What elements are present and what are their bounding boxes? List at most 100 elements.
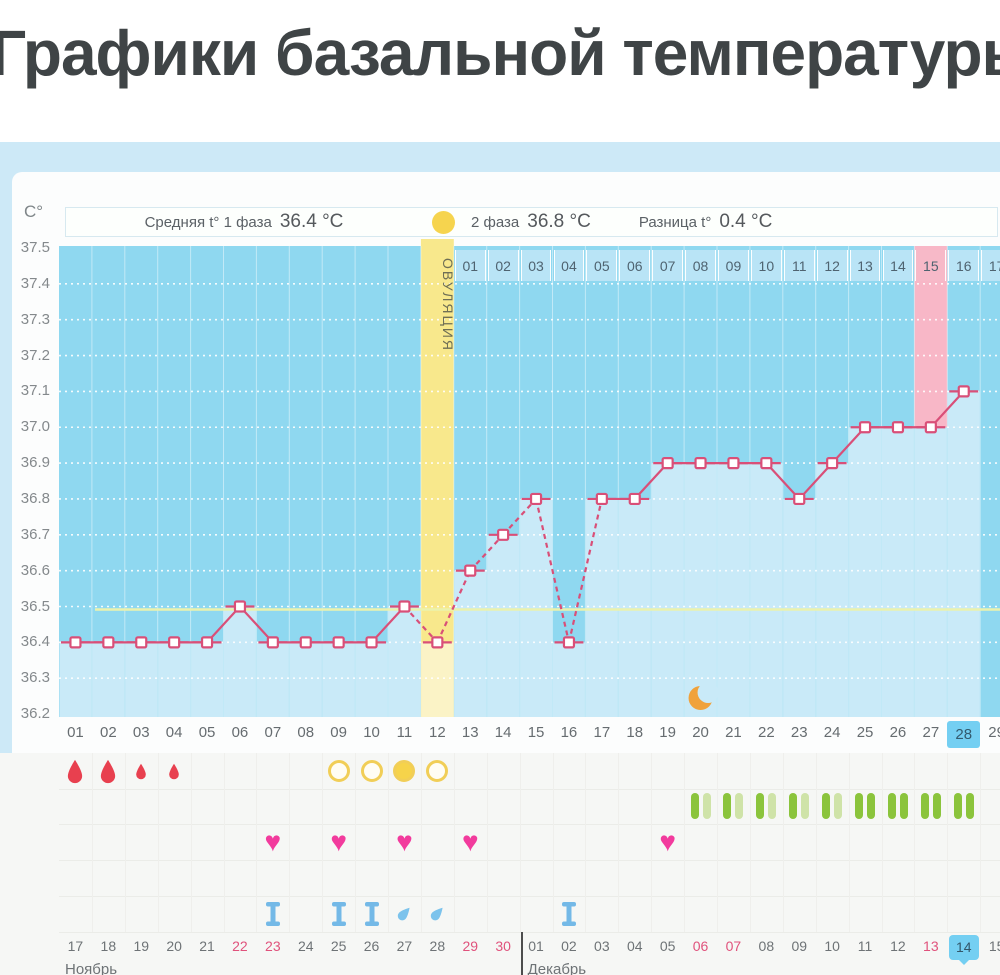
cycle-day-cell[interactable]: 10	[363, 724, 380, 741]
temp-point[interactable]	[69, 636, 82, 649]
date-cell[interactable]: 22	[232, 938, 248, 954]
cycle-day-cell[interactable]: 17	[593, 724, 611, 741]
cycle-day-cell[interactable]: 15	[527, 724, 545, 741]
date-cell[interactable]: 28	[429, 938, 446, 954]
cycle-day-cell[interactable]: 05	[198, 724, 216, 741]
cycle-day-cell[interactable]: 21	[725, 724, 742, 741]
date-cell[interactable]: 14	[948, 935, 979, 965]
temp-point[interactable]	[793, 492, 806, 506]
cycle-day-cell[interactable]: 19	[659, 724, 676, 741]
date-cell[interactable]: 29	[462, 938, 479, 954]
temp-point[interactable]	[398, 600, 411, 613]
cycle-day-cell[interactable]: 09	[330, 724, 347, 741]
temp-point[interactable]	[957, 385, 970, 398]
date-cell[interactable]: 25	[330, 938, 347, 954]
cycle-day-cell[interactable]: 12	[429, 724, 446, 741]
phase2-day-cell[interactable]: 05	[586, 250, 618, 281]
temp-point[interactable]	[826, 457, 839, 470]
cycle-day-cell[interactable]: 22	[758, 724, 775, 741]
temp-point[interactable]	[760, 457, 773, 470]
temp-point[interactable]	[135, 636, 148, 649]
temp-point[interactable]	[200, 636, 214, 649]
date-cell[interactable]: 08	[758, 938, 775, 954]
cycle-day-cell[interactable]: 13	[461, 724, 479, 741]
temp-point[interactable]	[233, 600, 247, 613]
temp-point[interactable]	[299, 636, 312, 649]
phase2-day-cell[interactable]: 16	[948, 250, 980, 281]
date-cell[interactable]: 19	[133, 938, 150, 954]
cycle-day-cell[interactable]: 14	[494, 724, 512, 741]
cycle-day-cell[interactable]: 02	[100, 724, 117, 741]
cycle-day-cell[interactable]: 28	[947, 721, 981, 748]
cycle-day-cell[interactable]: 26	[889, 724, 907, 741]
date-cell[interactable]: 10	[824, 938, 840, 954]
temp-point[interactable]	[102, 636, 115, 649]
cycle-day-cell[interactable]: 07	[264, 724, 282, 741]
temp-point[interactable]	[266, 636, 279, 649]
date-cell[interactable]: 02	[561, 938, 577, 954]
cycle-day-cell[interactable]: 03	[132, 724, 150, 741]
temp-point[interactable]	[694, 457, 707, 470]
cycle-day-cell[interactable]: 29	[988, 724, 1000, 741]
cycle-day-cell[interactable]: 27	[922, 724, 940, 741]
phase2-day-cell[interactable]: 08	[685, 250, 716, 281]
temp-point[interactable]	[332, 636, 345, 649]
temp-point[interactable]	[628, 492, 641, 506]
phase2-day-cell[interactable]: 09	[718, 250, 749, 281]
cycle-day-cell[interactable]: 08	[297, 724, 315, 741]
date-cell[interactable]: 07	[725, 938, 742, 954]
temp-point[interactable]	[891, 421, 905, 434]
date-cell[interactable]: 05	[659, 938, 676, 954]
cycle-day-cell[interactable]: 24	[823, 724, 841, 741]
cycle-day-cell[interactable]: 06	[231, 724, 249, 741]
cycle-day-cell[interactable]: 23	[790, 724, 808, 741]
temp-point[interactable]	[858, 421, 872, 434]
phase2-day-cell[interactable]: 03	[520, 250, 552, 281]
phase2-day-cell[interactable]: 17	[981, 250, 1000, 281]
date-cell[interactable]: 13	[923, 938, 939, 954]
date-cell[interactable]: 09	[791, 938, 808, 954]
cycle-day-cell[interactable]: 20	[692, 724, 709, 741]
phase2-day-cell[interactable]: 15	[915, 250, 947, 281]
cycle-day-cell[interactable]: 01	[67, 724, 84, 741]
phase2-day-cell[interactable]: 06	[619, 250, 651, 281]
temp-point[interactable]	[661, 457, 674, 470]
temp-point[interactable]	[924, 421, 937, 434]
date-cell[interactable]: 18	[100, 938, 117, 954]
date-cell[interactable]: 03	[594, 938, 610, 954]
phase2-day-cell[interactable]: 04	[553, 250, 585, 281]
date-cell[interactable]: 11	[857, 938, 873, 954]
date-cell[interactable]: 20	[166, 938, 182, 954]
date-cell[interactable]: 01	[528, 938, 544, 954]
temp-point[interactable]	[431, 636, 444, 649]
date-cell[interactable]: 24	[297, 938, 314, 954]
temp-point[interactable]	[168, 636, 181, 649]
phase2-day-cell[interactable]: 10	[750, 250, 782, 281]
phase2-day-cell[interactable]: 11	[783, 250, 815, 281]
temp-point[interactable]	[562, 636, 576, 649]
phase2-day-cell[interactable]: 01	[454, 250, 486, 281]
date-cell[interactable]: 04	[626, 938, 643, 954]
temp-point[interactable]	[529, 492, 543, 506]
date-cell[interactable]: 17	[67, 938, 84, 954]
cycle-day-cell[interactable]: 16	[560, 724, 578, 741]
phase2-day-cell[interactable]: 13	[849, 250, 881, 281]
date-cell[interactable]: 06	[692, 938, 709, 954]
cycle-day-cell[interactable]: 04	[165, 724, 183, 741]
cycle-day-cell[interactable]: 25	[856, 724, 874, 741]
temp-point[interactable]	[727, 457, 740, 470]
temp-point[interactable]	[497, 528, 510, 541]
date-cell[interactable]: 21	[199, 938, 215, 954]
phase2-day-cell[interactable]: 07	[652, 250, 684, 281]
date-cell[interactable]: 23	[265, 938, 281, 954]
temp-point[interactable]	[365, 636, 378, 649]
phase2-day-cell[interactable]: 14	[882, 250, 914, 281]
phase2-day-cell[interactable]: 12	[816, 250, 848, 281]
phase2-day-cell[interactable]: 02	[487, 250, 519, 281]
date-cell[interactable]: 26	[363, 938, 380, 954]
cycle-day-cell[interactable]: 11	[396, 724, 413, 741]
temp-point[interactable]	[595, 492, 608, 506]
temp-point[interactable]	[464, 564, 477, 577]
date-cell[interactable]: 12	[890, 938, 906, 954]
date-cell[interactable]: 30	[495, 938, 511, 954]
